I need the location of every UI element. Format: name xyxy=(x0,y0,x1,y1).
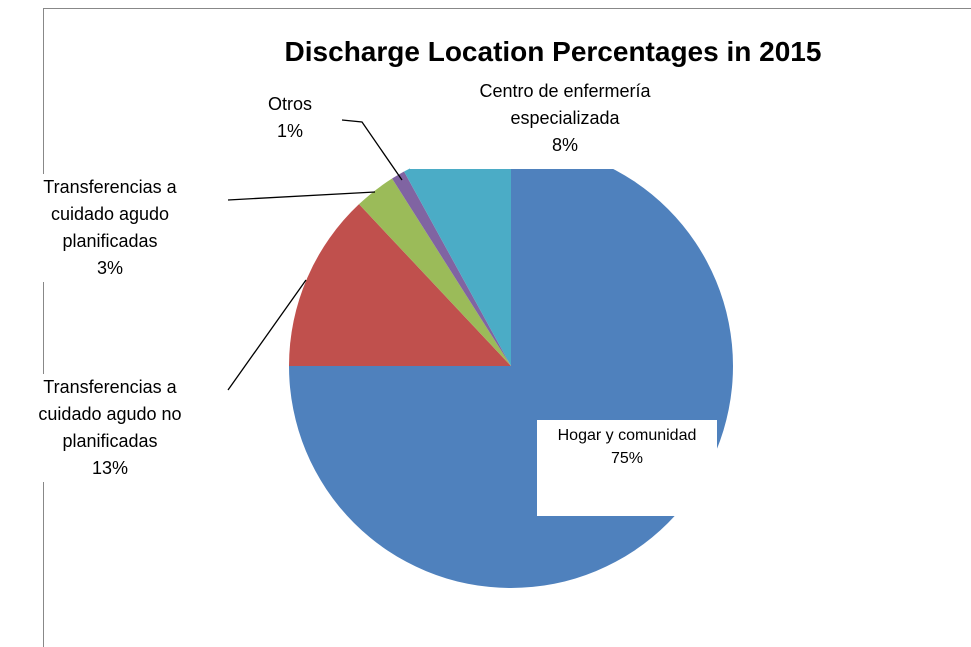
value-label: 1% xyxy=(276,121,303,141)
category-label: Transferencias a cuidado agudo planifica… xyxy=(43,177,177,251)
category-label: Transferencias a cuidado agudo no planif… xyxy=(38,377,182,451)
leader-line xyxy=(227,279,307,391)
chart-title: Discharge Location Percentages in 2015 xyxy=(284,36,822,67)
pie-slice xyxy=(392,171,511,366)
value-label: 13% xyxy=(91,458,129,478)
leader-line xyxy=(341,119,403,181)
category-label: Otros xyxy=(267,94,312,114)
slice-label: Centro de enfermería especializada 8% xyxy=(410,78,720,169)
value-label: 3% xyxy=(96,258,123,278)
leader-line xyxy=(227,191,376,201)
slice-label: Transferencias a cuidado agudo no planif… xyxy=(15,374,205,482)
slice-label: Otros 1% xyxy=(250,91,330,145)
slice-label: Hogar y comunidad 75% xyxy=(537,420,717,516)
slice-label: Transferencias a cuidado agudo planifica… xyxy=(15,174,205,282)
value-label: 8% xyxy=(551,135,578,155)
pie-slice xyxy=(289,204,511,366)
leader-lines xyxy=(227,119,403,391)
category-label: Hogar y comunidad xyxy=(557,427,697,444)
value-label: 75% xyxy=(610,450,644,467)
category-label: Centro de enfermería especializada xyxy=(479,81,651,128)
pie-slice xyxy=(404,144,511,366)
frame xyxy=(43,8,971,647)
pie-slice xyxy=(359,178,511,366)
